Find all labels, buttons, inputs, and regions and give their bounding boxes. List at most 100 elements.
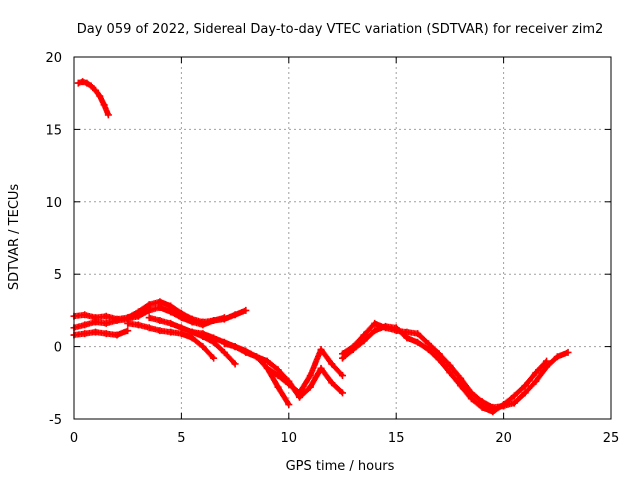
data-point (371, 319, 379, 327)
data-point (306, 383, 314, 391)
grid (74, 57, 611, 419)
data-point (414, 338, 422, 346)
data-point (134, 312, 142, 320)
y-tick-label: 5 (54, 268, 62, 283)
data-point (285, 380, 293, 388)
data-point (306, 372, 314, 380)
data-point (156, 317, 164, 325)
data-point (104, 111, 112, 119)
x-axis-label: GPS time / hours (286, 459, 395, 474)
data-point (81, 321, 89, 329)
plot-frame (73, 56, 612, 420)
series-arc-10 (339, 322, 551, 416)
data-point (553, 353, 561, 361)
data-markers (70, 78, 572, 416)
x-tick-label: 15 (388, 431, 405, 446)
data-point (96, 92, 104, 100)
axis-ticks: 0 5 10 15 20 25 -5 0 5 10 15 20 (45, 51, 619, 446)
data-point (91, 328, 99, 336)
series-arc-3 (70, 327, 132, 339)
data-point (113, 331, 121, 339)
data-point (156, 327, 164, 335)
data-point (532, 377, 540, 385)
data-point (328, 379, 336, 387)
data-point (156, 304, 164, 312)
data-point (328, 360, 336, 368)
data-point (339, 389, 346, 397)
data-point (489, 408, 497, 416)
data-point (177, 314, 185, 322)
data-point (199, 343, 207, 351)
data-point (79, 78, 87, 86)
data-point (177, 324, 185, 332)
data-point (91, 318, 99, 326)
data-point (564, 348, 572, 356)
data-point (457, 382, 465, 390)
data-point (134, 321, 142, 329)
data-point (285, 401, 293, 409)
data-point (102, 330, 110, 338)
series-arc-8 (263, 345, 346, 397)
data-point (510, 399, 518, 407)
data-point (167, 308, 175, 316)
data-point (339, 372, 346, 380)
data-point (220, 314, 228, 322)
data-point (102, 319, 110, 327)
data-point (100, 101, 108, 109)
y-tick-label: 10 (45, 196, 62, 211)
x-tick-label: 20 (495, 431, 512, 446)
data-point (242, 306, 250, 314)
data-point (81, 330, 89, 338)
data-point (210, 354, 218, 362)
data-point (317, 364, 325, 372)
x-tick-label: 10 (281, 431, 298, 446)
data-point (274, 372, 282, 380)
data-point (521, 382, 529, 390)
y-tick-label: 15 (45, 123, 62, 138)
y-tick-label: 20 (45, 51, 62, 66)
data-point (113, 317, 121, 325)
data-point (231, 360, 239, 368)
data-point (392, 324, 400, 332)
data-point (87, 82, 95, 90)
y-tick-label: -5 (49, 413, 62, 428)
data-point (446, 361, 454, 369)
data-point (145, 306, 153, 314)
data-point (167, 328, 175, 336)
data-point (124, 327, 132, 335)
data-point (263, 364, 271, 372)
data-point (274, 383, 282, 391)
data-point (231, 343, 239, 351)
chart-title: Day 059 of 2022, Sidereal Day-to-day VTE… (77, 22, 604, 37)
data-point (296, 389, 304, 397)
data-point (220, 340, 228, 348)
data-point (124, 319, 132, 327)
data-point (543, 357, 551, 365)
data-point (242, 348, 250, 356)
data-point (414, 330, 422, 338)
x-tick-label: 0 (70, 431, 78, 446)
series-arc-high (74, 78, 112, 119)
data-point (532, 369, 540, 377)
data-point (253, 353, 261, 361)
data-point (467, 395, 475, 403)
data-point (220, 348, 228, 356)
series-arc-9 (339, 319, 572, 411)
data-point (349, 345, 357, 353)
data-point (81, 311, 89, 319)
x-tick-label: 5 (177, 431, 185, 446)
x-tick-label: 25 (603, 431, 620, 446)
data-point (263, 357, 271, 365)
data-point (424, 345, 432, 353)
data-point (521, 389, 529, 397)
data-point (188, 328, 196, 336)
data-point (188, 318, 196, 326)
data-point (199, 330, 207, 338)
data-point (371, 327, 379, 335)
data-point (145, 314, 153, 322)
data-point (199, 321, 207, 329)
data-point (145, 324, 153, 332)
data-point (510, 392, 518, 400)
data-point (74, 79, 82, 87)
